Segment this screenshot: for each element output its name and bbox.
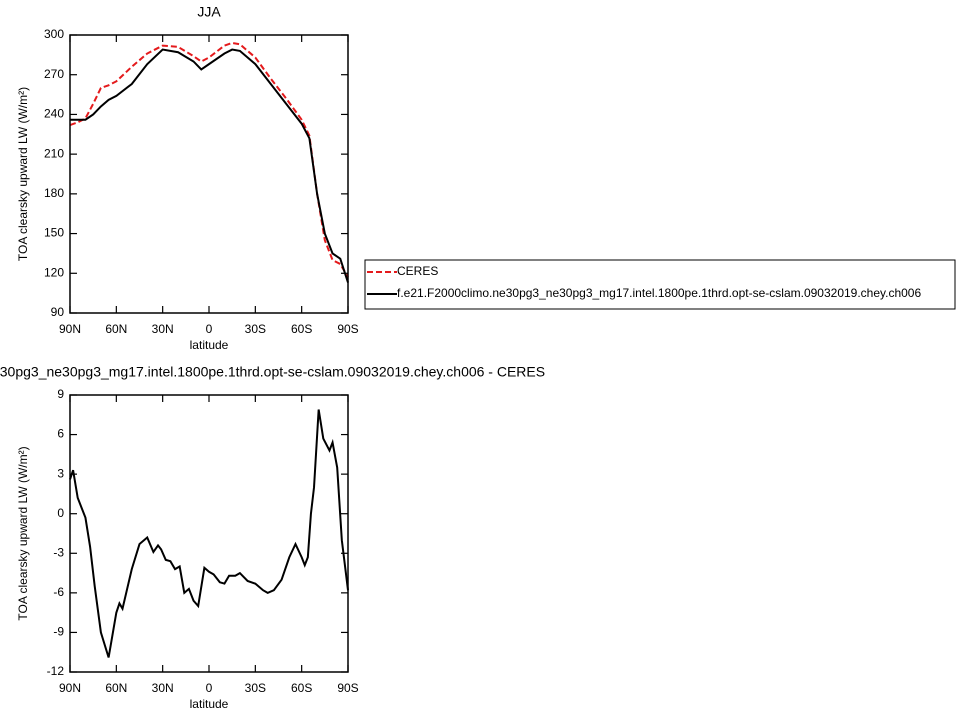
chart-title: f.e21.F2000climo.ne30pg3_ne30pg3_mg17.in… [0,364,545,380]
y-tick-label: 120 [44,265,64,279]
y-tick-label: 90 [51,305,65,319]
x-tick-label: 90N [59,322,81,336]
x-tick-label: 0 [206,681,213,695]
data-line [69,409,349,658]
y-tick-label: 210 [44,146,64,160]
x-tick-label: 90S [337,681,358,695]
x-tick-label: 30S [245,322,266,336]
data-line [70,48,349,283]
y-tick-label: 300 [44,27,64,41]
y-tick-label: -3 [53,545,64,559]
y-axis-label: TOA clearsky upward LW (W/m²) [16,446,30,620]
y-tick-label: -6 [53,585,64,599]
y-axis-label: TOA clearsky upward LW (W/m²) [16,87,30,261]
legend-label: f.e21.F2000climo.ne30pg3_ne30pg3_mg17.in… [397,286,921,300]
x-tick-label: 30N [152,681,174,695]
x-tick-label: 60S [291,322,312,336]
legend-label: CERES [397,264,438,278]
data-line [69,41,349,278]
y-tick-label: 3 [57,466,64,480]
chart: JJA 90 120 150 180 210 240 270 300 90N 60N 30N 0 30S 6… [16,4,956,352]
y-tick-label: 240 [44,107,64,121]
x-tick-label: 60N [105,681,127,695]
y-tick-label: 6 [57,427,64,441]
y-tick-label: 150 [44,226,64,240]
y-tick-label: 270 [44,67,64,81]
x-tick-label: 30S [245,681,266,695]
legend-box [364,259,956,310]
y-tick-label: 9 [57,387,64,401]
y-tick-label: 180 [44,186,64,200]
plot-frame [69,394,349,673]
x-tick-label: 90N [59,681,81,695]
x-tick-label: 0 [206,322,213,336]
chart: f.e21.F2000climo.ne30pg3_ne30pg3_mg17.in… [0,364,545,711]
x-tick-label: 60S [291,681,312,695]
y-tick-label: -9 [53,625,64,639]
y-tick-label: -12 [47,664,65,678]
x-axis-label: latitude [190,338,229,352]
x-axis-label: latitude [190,697,229,711]
x-tick-label: 30N [152,322,174,336]
x-tick-label: 90S [337,322,358,336]
y-tick-label: 0 [57,506,64,520]
plot-frame [69,34,349,314]
chart-title: JJA [197,4,221,20]
x-tick-label: 60N [105,322,127,336]
